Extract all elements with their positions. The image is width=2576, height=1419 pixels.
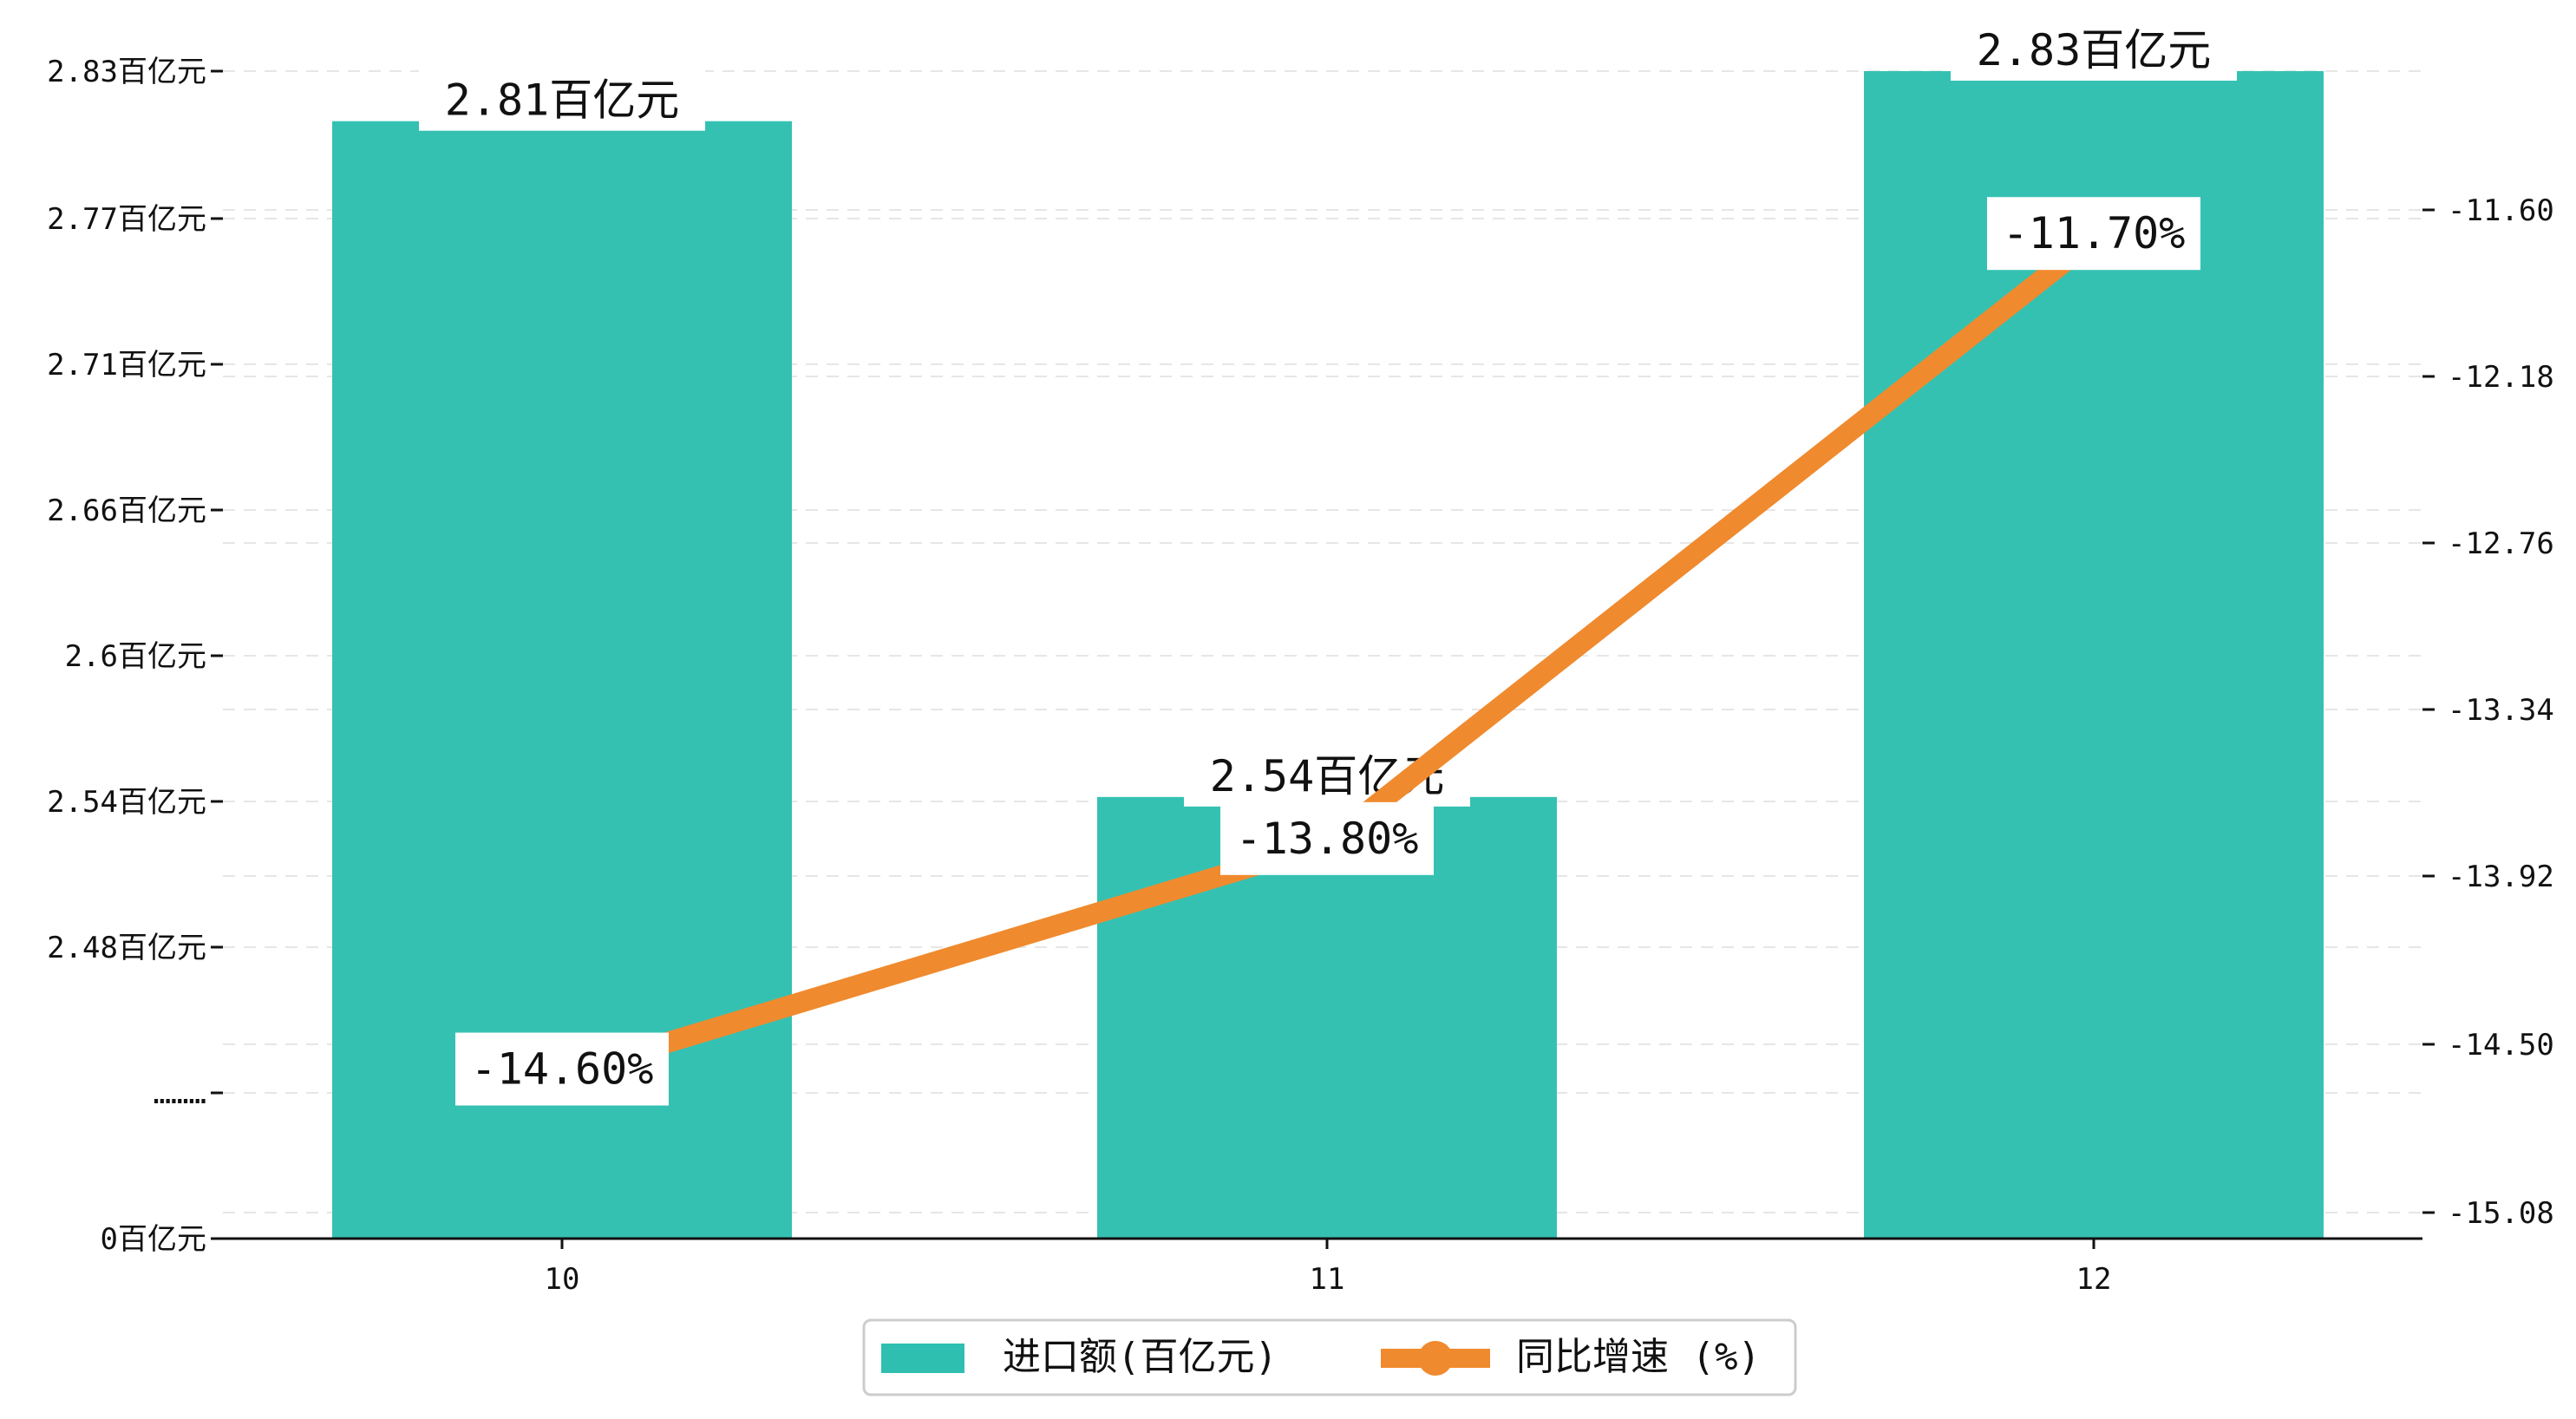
x-tick-label: 12 [2076,1262,2112,1297]
bar-data-label: 2.81百亿元 [445,75,679,126]
y-right-tick-label: -12.18 [2448,360,2554,395]
bar-label-box [1951,20,2237,81]
line-label-box [1987,197,2200,271]
bar-series [332,71,2324,1239]
y-left-tick-label: 2.48百亿元 [47,931,206,965]
y-left-tick-label: 2.83百亿元 [47,55,206,89]
y-right-tick-label: -13.34 [2448,693,2554,728]
line-label-box [1220,801,1434,875]
line-label-box [455,1032,669,1106]
line-data-labels: -14.60% -13.80% -11.70% [455,197,2200,1106]
y-left-tick-label: 2.66百亿元 [47,494,206,528]
legend-label-line: 同比增速 (%) [1516,1335,1761,1379]
legend-label-bar: 进口额(百亿元) [1003,1335,1278,1379]
y-right-axis: -15.08 -14.50 -13.92 -13.34 -12.76 -12.18 -11.… [2422,193,2554,1231]
y-left-axis: 0百亿元 ……… 2.48百亿元 2.54百亿元 2.6百亿元 2.66百亿元 2.71百亿… [47,55,223,1257]
y-right-tick-label: -12.76 [2448,526,2554,561]
y-left-tick-label: 2.77百亿元 [47,202,206,237]
legend: 进口额(百亿元) 同比增速 (%) [862,1318,1797,1396]
legend-box [862,1318,1797,1396]
x-tick-label: 10 [545,1262,580,1297]
bar-label-box [419,69,705,131]
legend-swatch-bar [881,1344,964,1373]
line-data-label: -13.80% [1236,814,1419,864]
y-right-tick-label: -14.50 [2448,1028,2554,1063]
line-data-label: -11.70% [2003,208,2186,258]
y-right-tick-label: -13.92 [2448,860,2554,894]
y-right-tick-label: -15.08 [2448,1196,2554,1231]
y-left-tick-label: 2.6百亿元 [65,639,206,674]
y-left-tick-label: 2.54百亿元 [47,785,206,820]
bar-data-label: 2.83百亿元 [1977,25,2211,75]
line-data-label: -14.60% [471,1044,654,1095]
legend-swatch-marker [1418,1341,1453,1376]
y-left-tick-label: 0百亿元 [101,1222,206,1257]
y-left-tick-label: 2.71百亿元 [47,348,206,383]
y-left-tick-label: ……… [154,1076,206,1111]
x-axis: 10 11 12 [545,1239,2112,1297]
y-right-tick-label: -11.60 [2448,193,2554,228]
x-tick-label: 11 [1310,1262,1345,1297]
